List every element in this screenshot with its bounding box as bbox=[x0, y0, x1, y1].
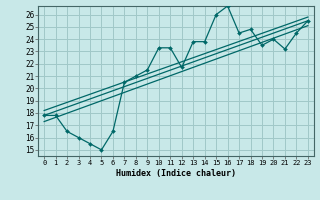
X-axis label: Humidex (Indice chaleur): Humidex (Indice chaleur) bbox=[116, 169, 236, 178]
